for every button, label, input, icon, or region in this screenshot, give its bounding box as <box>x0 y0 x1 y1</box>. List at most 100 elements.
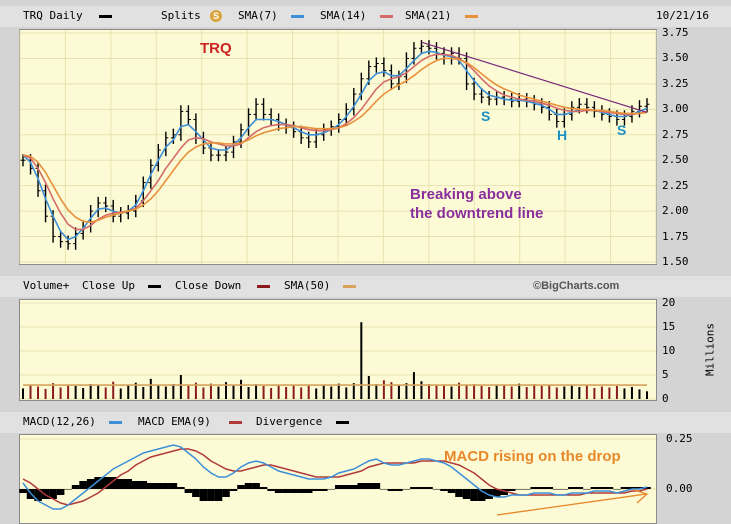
price-bar-6 <box>65 235 71 250</box>
annotation-ticker: TRQ <box>200 40 232 57</box>
splits-badge-icon[interactable]: S <box>210 10 222 22</box>
divergence-bar-26 <box>214 489 223 501</box>
price-bar-19 <box>163 131 169 157</box>
divergence-bar-41 <box>327 489 336 490</box>
price-bar-32 <box>261 98 267 121</box>
divergence-bar-0 <box>19 489 27 493</box>
price-tick-label-6: 2.25 <box>662 178 689 192</box>
price-bar-31 <box>253 98 259 121</box>
divergence-bar-55 <box>432 489 441 490</box>
macd-tick-label-0: 0.25 <box>666 432 693 445</box>
macd-label: MACD(12,26) <box>23 415 96 428</box>
price-tick-label-3: 3.00 <box>662 102 689 116</box>
price-tick-label-0: 3.75 <box>662 26 689 39</box>
close-up-swatch <box>148 285 161 288</box>
divergence-bar-54 <box>425 487 433 489</box>
price-tick-label-5: 2.50 <box>662 153 689 167</box>
divergence-bar-16 <box>139 481 148 489</box>
price-bar-39 <box>313 128 319 149</box>
divergence-bar-25 <box>207 489 215 501</box>
price-bar-71 <box>554 108 560 128</box>
divergence-bar-3 <box>41 489 50 499</box>
divergence-bar-5 <box>56 489 65 495</box>
divergence-bar-76 <box>590 487 599 489</box>
macd-swatch <box>109 421 122 424</box>
price-tick-label-4: 2.75 <box>662 127 689 141</box>
divergence-bar-60 <box>470 489 478 501</box>
price-bar-10 <box>95 196 101 218</box>
volume-tick-label-3: 5 <box>662 368 669 381</box>
divergence-bar-48 <box>380 489 388 490</box>
macd-panel-header: MACD(12,26) MACD EMA(9) Divergence <box>0 412 731 433</box>
divergence-bar-42 <box>334 485 343 489</box>
price-bar-27 <box>223 145 229 162</box>
annotation-arrow-shaft <box>496 493 647 516</box>
price-bar-13 <box>118 207 124 223</box>
price-bar-26 <box>215 149 221 162</box>
divergence-bar-58 <box>455 489 463 497</box>
price-tick-label-9: 1.50 <box>662 255 689 268</box>
divergence-bar-8 <box>79 481 87 489</box>
sma21-legend-swatch <box>465 15 478 18</box>
price-bar-49 <box>388 64 394 90</box>
sma-line-sma21 <box>22 57 648 224</box>
price-bar-5 <box>58 230 64 248</box>
sma14-legend-swatch <box>380 15 393 18</box>
macd-line <box>22 444 648 510</box>
divergence-bar-2 <box>34 489 42 501</box>
divergence-bar-30 <box>244 483 253 489</box>
price-bar-11 <box>103 196 109 213</box>
divergence-bar-56 <box>440 489 448 491</box>
divergence-bar-52 <box>410 487 418 489</box>
price-bar-25 <box>208 141 214 162</box>
divergence-bar-15 <box>131 481 140 489</box>
divergence-bar-50 <box>395 489 403 491</box>
price-bar-21 <box>178 105 184 141</box>
divergence-bar-63 <box>492 489 501 497</box>
price-bar-3 <box>43 184 49 223</box>
divergence-bar-17 <box>147 483 155 489</box>
volume-tick-label-1: 15 <box>662 320 676 333</box>
divergence-bar-45 <box>357 483 366 489</box>
divergence-bar-38 <box>304 489 313 493</box>
annotation-left-shoulder: S <box>481 108 491 124</box>
divergence-bar-7 <box>71 485 80 489</box>
annotation-breaking-line1: Breaking above <box>410 186 522 203</box>
divergence-bar-49 <box>387 489 396 491</box>
close-down-label: Close Down <box>175 279 242 292</box>
divergence-bar-33 <box>267 489 275 491</box>
downtrend-line <box>421 41 648 113</box>
volume-panel <box>19 299 657 401</box>
sma21-legend-label: SMA(21) <box>405 9 452 22</box>
close-up-label: Close Up <box>82 279 135 292</box>
price-tick-label-2: 3.25 <box>662 76 689 90</box>
volume-tick-label-2: 10 <box>662 344 676 357</box>
divergence-bar-24 <box>199 489 208 501</box>
divergence-bar-64 <box>500 489 508 495</box>
divergence-bar-18 <box>154 483 163 489</box>
divergence-bar-62 <box>485 489 493 499</box>
divergence-bar-74 <box>575 487 584 489</box>
divergence-bar-66 <box>515 489 523 490</box>
divergence-bar-73 <box>568 487 576 489</box>
divergence-bar-82 <box>635 487 644 489</box>
divergence-bar-4 <box>49 489 57 499</box>
price-tick-label-8: 1.75 <box>662 229 689 243</box>
divergence-bar-21 <box>177 487 185 489</box>
divergence-swatch <box>336 421 349 424</box>
divergence-bar-10 <box>94 477 102 489</box>
price-bar-61 <box>479 87 485 104</box>
divergence-bar-19 <box>162 483 170 489</box>
splits-label: Splits <box>161 9 201 22</box>
divergence-bar-39 <box>312 489 321 491</box>
annotation-right-shoulder: S <box>617 122 627 138</box>
price-bar-62 <box>486 91 492 106</box>
chart-date: 10/21/16 <box>656 9 709 22</box>
price-tick-label-7: 2.00 <box>662 204 689 218</box>
divergence-bar-51 <box>402 489 411 490</box>
price-bar-22 <box>185 105 191 126</box>
divergence-bar-27 <box>222 489 230 497</box>
divergence-bar-65 <box>507 489 516 491</box>
price-bar-33 <box>268 108 274 126</box>
